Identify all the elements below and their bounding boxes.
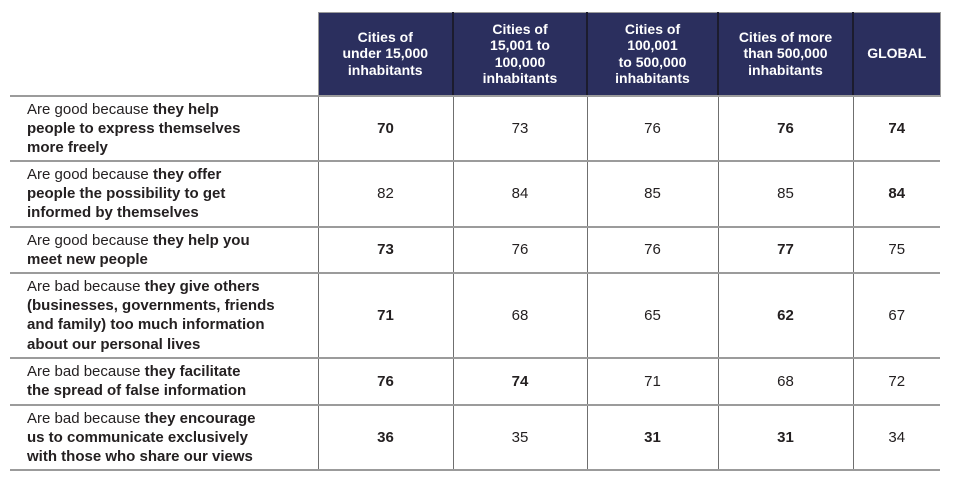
value-cell: 62 xyxy=(717,272,853,359)
row-label-emphasis: they help you meet new people xyxy=(27,231,250,268)
row-label: Are bad because they give others (busine… xyxy=(10,272,319,359)
value-cell: 74 xyxy=(452,356,587,406)
value-cell: 72 xyxy=(852,356,940,406)
value-cell: 84 xyxy=(452,160,587,228)
value-cell: 76 xyxy=(452,225,587,275)
value-cell: 76 xyxy=(717,94,853,163)
corner-cell xyxy=(10,12,318,97)
row-label: Are bad because they encourage us to com… xyxy=(10,403,319,472)
row-label-emphasis: they encourage us to communicate exclusi… xyxy=(27,409,256,466)
row-label-prefix: Are good because xyxy=(27,231,153,249)
table-row: Are bad because they facilitate the spre… xyxy=(10,356,940,406)
value-cell: 31 xyxy=(717,403,853,472)
value-cell: 71 xyxy=(586,356,718,406)
value-cell: 71 xyxy=(317,272,453,359)
value-cell: 76 xyxy=(317,356,453,406)
row-label: Are bad because they facilitate the spre… xyxy=(10,356,319,406)
value-cell: 35 xyxy=(452,403,587,472)
value-cell: 68 xyxy=(717,356,853,406)
row-label: Are good because they help you meet new … xyxy=(10,225,319,275)
table-row: Are good because they help you meet new … xyxy=(10,225,940,275)
row-label: Are good because they help people to exp… xyxy=(10,94,319,163)
column-header-global: GLOBAL xyxy=(852,12,941,97)
value-cell: 31 xyxy=(586,403,718,472)
row-label-emphasis: they offer people the possibility to get… xyxy=(27,166,226,222)
row-label: Are good because they offer people the p… xyxy=(10,160,319,228)
value-cell: 73 xyxy=(317,225,453,275)
row-label-emphasis: they give others (businesses, government… xyxy=(27,278,275,353)
column-header-100001-500000: Cities of 100,001 to 500,000 inhabitants xyxy=(586,12,718,97)
value-cell: 85 xyxy=(717,160,853,228)
value-cell: 85 xyxy=(586,160,718,228)
row-label-prefix: Are bad because xyxy=(27,409,145,427)
value-cell: 77 xyxy=(717,225,853,275)
table-row: Are bad because they encourage us to com… xyxy=(10,403,940,472)
value-cell: 67 xyxy=(852,272,940,359)
row-label-prefix: Are good because xyxy=(27,166,153,184)
value-cell: 34 xyxy=(852,403,940,472)
value-cell: 68 xyxy=(452,272,587,359)
value-cell: 36 xyxy=(317,403,453,472)
value-cell: 65 xyxy=(586,272,718,359)
value-cell: 75 xyxy=(852,225,940,275)
value-cell: 73 xyxy=(452,94,587,163)
row-label-prefix: Are bad because xyxy=(27,363,145,381)
row-label-emphasis: they facilitate the spread of false info… xyxy=(27,363,247,400)
row-label-prefix: Are bad because xyxy=(27,278,145,295)
survey-results-table: Cities of under 15,000 inhabitants Citie… xyxy=(10,12,941,472)
row-label-prefix: Are good because xyxy=(27,100,153,118)
table-row: Are good because they help people to exp… xyxy=(10,94,940,163)
value-cell: 76 xyxy=(586,94,718,163)
column-header-15001-100000: Cities of 15,001 to 100,000 inhabitants xyxy=(452,12,587,97)
header-row: Cities of under 15,000 inhabitants Citie… xyxy=(10,12,941,97)
value-cell: 76 xyxy=(586,225,718,275)
column-header-more-500000: Cities of more than 500,000 inhabitants xyxy=(717,12,853,97)
value-cell: 82 xyxy=(317,160,453,228)
row-label-emphasis: they help people to express themselves m… xyxy=(27,100,241,156)
value-cell: 74 xyxy=(852,94,940,163)
value-cell: 84 xyxy=(852,160,940,228)
column-header-under-15000: Cities of under 15,000 inhabitants xyxy=(317,12,453,97)
table-row: Are good because they offer people the p… xyxy=(10,160,940,228)
table-row: Are bad because they give others (busine… xyxy=(10,272,940,359)
value-cell: 70 xyxy=(317,94,453,163)
